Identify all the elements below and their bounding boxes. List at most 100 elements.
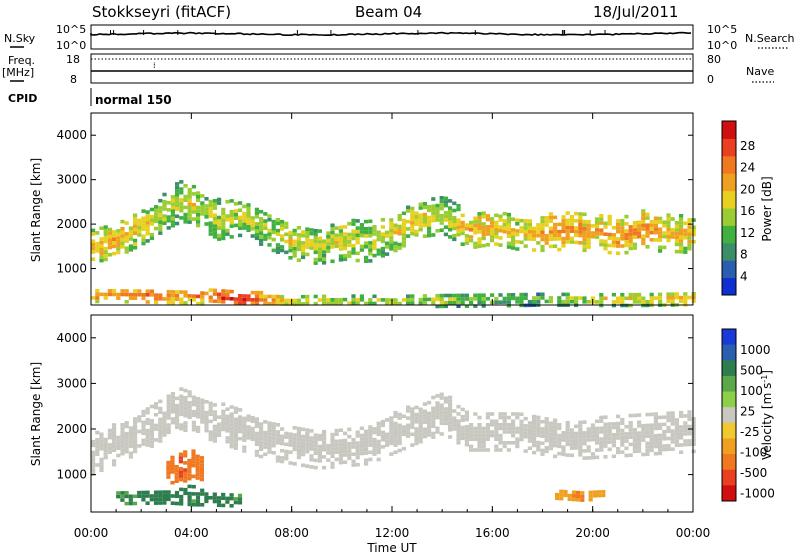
velocity-colorbar-tick: -500 bbox=[740, 466, 767, 480]
heatmap-cell bbox=[351, 247, 356, 252]
heatmap-cell bbox=[183, 406, 188, 411]
heatmap-cell bbox=[368, 443, 373, 447]
heatmap-cell bbox=[254, 453, 259, 457]
heatmap-cell bbox=[576, 490, 581, 495]
heatmap-cell bbox=[322, 455, 327, 459]
heatmap-cell bbox=[99, 292, 104, 297]
heatmap-cell bbox=[313, 301, 318, 306]
heatmap-cell bbox=[540, 216, 545, 220]
heatmap-cell bbox=[288, 302, 293, 306]
heatmap-cell bbox=[170, 202, 175, 206]
heatmap-cell bbox=[305, 234, 310, 239]
heatmap-cell bbox=[469, 437, 474, 441]
heatmap-cell bbox=[199, 456, 204, 460]
heatmap-cell bbox=[322, 440, 327, 445]
heatmap-cell bbox=[460, 228, 465, 232]
heatmap-cell bbox=[494, 448, 499, 452]
heatmap-cell bbox=[343, 257, 348, 262]
heatmap-cell bbox=[632, 442, 637, 446]
heatmap-cell bbox=[359, 226, 364, 231]
heatmap-cell bbox=[91, 465, 96, 469]
heatmap-cell bbox=[376, 457, 381, 462]
heatmap-cell bbox=[603, 440, 608, 445]
heatmap-cell bbox=[653, 444, 658, 449]
heatmap-cell bbox=[578, 212, 583, 216]
heatmap-cell bbox=[683, 246, 688, 251]
heatmap-cell bbox=[301, 255, 306, 260]
heatmap-cell bbox=[280, 245, 285, 249]
cpid-value: normal 150 bbox=[95, 93, 172, 107]
heatmap-cell bbox=[195, 461, 200, 466]
heatmap-cell bbox=[288, 245, 293, 249]
heatmap-cell bbox=[385, 432, 390, 437]
heatmap-cell bbox=[527, 446, 532, 450]
heatmap-cell bbox=[107, 446, 112, 451]
heatmap-cell bbox=[133, 296, 138, 300]
heatmap-cell bbox=[498, 225, 503, 229]
heatmap-cell bbox=[330, 440, 335, 444]
heatmap-cell bbox=[536, 433, 541, 438]
heatmap-cell bbox=[544, 234, 549, 238]
heatmap-cell bbox=[620, 439, 625, 444]
heatmap-cell bbox=[305, 442, 310, 447]
heatmap-cell bbox=[242, 211, 247, 216]
heatmap-cell bbox=[334, 301, 339, 306]
heatmap-cell bbox=[502, 222, 507, 227]
heatmap-cell bbox=[221, 492, 226, 497]
heatmap-cell bbox=[578, 420, 583, 425]
heatmap-cell bbox=[448, 209, 453, 214]
heatmap-cell bbox=[284, 453, 289, 457]
heatmap-cell bbox=[603, 422, 608, 427]
heatmap-cell bbox=[250, 415, 255, 420]
heatmap-cell bbox=[464, 439, 469, 443]
heatmap-cell bbox=[477, 448, 482, 452]
heatmap-cell bbox=[628, 292, 633, 297]
heatmap-cell bbox=[267, 294, 272, 299]
heatmap-cell bbox=[687, 232, 692, 237]
heatmap-cell bbox=[200, 402, 205, 406]
heatmap-cell bbox=[456, 430, 461, 434]
heatmap-cell bbox=[103, 452, 108, 456]
heatmap-cell bbox=[380, 437, 385, 442]
heatmap-cell bbox=[443, 225, 448, 229]
heatmap-cell bbox=[553, 429, 558, 433]
heatmap-cell bbox=[343, 460, 348, 464]
heatmap-cell bbox=[179, 301, 184, 305]
heatmap-cell bbox=[557, 247, 562, 252]
heatmap-cell bbox=[368, 233, 373, 238]
heatmap-cell bbox=[229, 430, 234, 434]
heatmap-cell bbox=[154, 427, 159, 431]
heatmap-cell bbox=[532, 450, 537, 455]
heatmap-cell bbox=[691, 424, 696, 428]
heatmap-cell bbox=[313, 465, 318, 470]
heatmap-cell bbox=[334, 446, 339, 451]
power-colorbar-swatch bbox=[722, 173, 736, 192]
heatmap-cell bbox=[158, 224, 163, 228]
heatmap-cell bbox=[103, 228, 108, 233]
heatmap-cell bbox=[229, 405, 234, 409]
heatmap-cell bbox=[578, 296, 583, 300]
heatmap-cell bbox=[263, 430, 268, 435]
heatmap-cell bbox=[280, 234, 285, 238]
heatmap-cell bbox=[191, 499, 196, 503]
heatmap-cell bbox=[616, 296, 621, 301]
heatmap-cell bbox=[305, 298, 310, 302]
heatmap-cell bbox=[679, 221, 684, 225]
heatmap-cell bbox=[178, 470, 183, 475]
heatmap-cell bbox=[259, 231, 264, 236]
heatmap-cell bbox=[259, 422, 264, 426]
heatmap-cell bbox=[645, 223, 650, 227]
heatmap-cell bbox=[271, 298, 276, 302]
heatmap-cell bbox=[649, 434, 654, 438]
heatmap-cell bbox=[519, 437, 524, 442]
heatmap-cell bbox=[368, 428, 373, 433]
heatmap-cell bbox=[662, 415, 667, 419]
heatmap-cell bbox=[431, 215, 436, 219]
heatmap-cell bbox=[166, 408, 171, 413]
heatmap-cell bbox=[658, 448, 663, 452]
heatmap-cell bbox=[601, 490, 606, 494]
heatmap-cell bbox=[284, 250, 289, 255]
heatmap-cell bbox=[498, 412, 503, 416]
heatmap-cell bbox=[166, 398, 171, 402]
heatmap-cell bbox=[317, 240, 322, 244]
